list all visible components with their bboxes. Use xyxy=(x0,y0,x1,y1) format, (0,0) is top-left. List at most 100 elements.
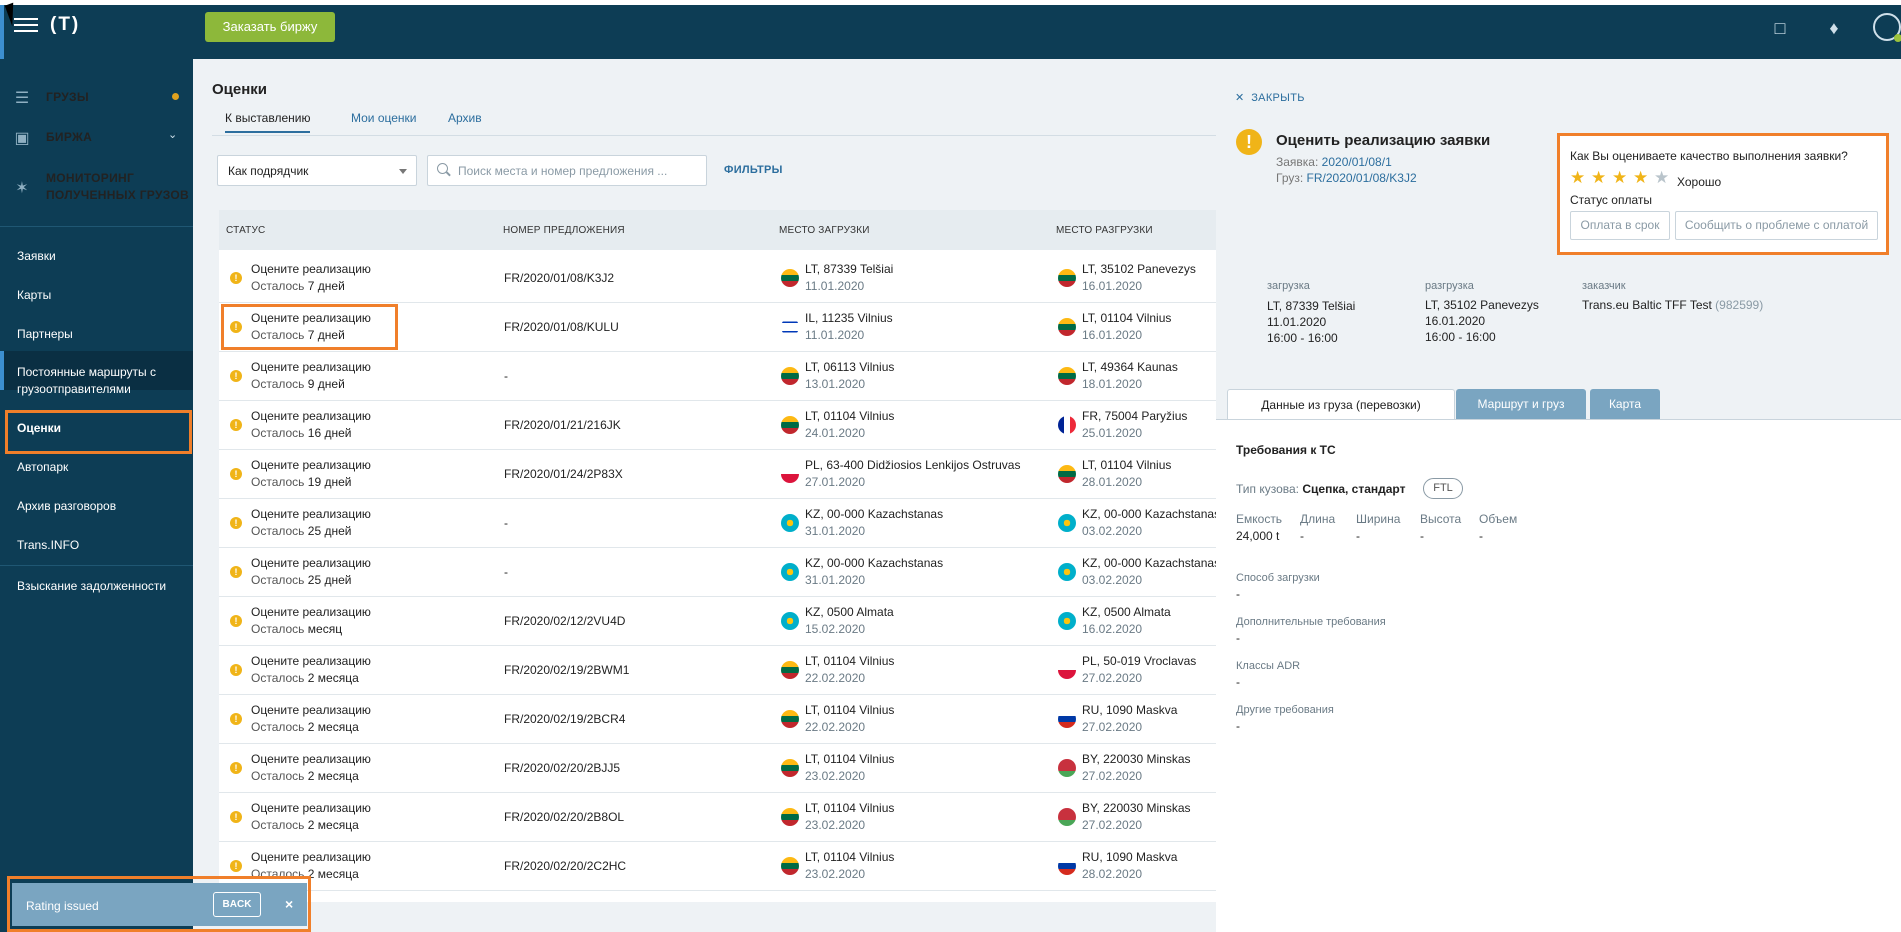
table-row[interactable]: ! Оцените реализацию Осталось 25 дней - KZ, … xyxy=(219,499,1220,548)
role-select[interactable]: Как подрядчик xyxy=(217,155,417,186)
table-header xyxy=(219,210,1216,250)
table-row[interactable]: ! Оцените реализацию Осталось 2 месяца FR/2… xyxy=(219,842,1216,891)
req-label: Дополнительные требования xyxy=(1236,616,1386,628)
table-row[interactable]: ! Оцените реализацию Осталось 2 месяца FR/2… xyxy=(219,793,1216,842)
order-link[interactable]: 2020/01/08/1 xyxy=(1321,155,1392,169)
warning-icon: ! xyxy=(230,713,242,725)
tab-my-ratings[interactable]: Мои оценки xyxy=(351,111,417,125)
sidebar-item-maps[interactable]: Карты xyxy=(17,288,52,302)
panel-title: Оценить реализацию заявки xyxy=(1276,132,1491,149)
load-date: 11.01.2020 xyxy=(805,328,865,342)
flag-icon xyxy=(1058,514,1076,532)
time-left-label: Осталось xyxy=(251,524,305,538)
dim-value: - xyxy=(1300,529,1304,543)
unload-place: FR, 75004 Paryžius xyxy=(1082,409,1188,423)
tab-archive[interactable]: Архив xyxy=(448,111,482,125)
search-input[interactable]: Поиск места и номер предложения ... xyxy=(427,155,707,186)
sidebar-item-transinfo[interactable]: Trans.INFO xyxy=(17,538,80,552)
load-date: 23.02.2020 xyxy=(805,818,866,832)
table-row[interactable]: ! Оцените реализацию Осталось 19 дней FR/20… xyxy=(219,450,1216,499)
star-icon[interactable]: ★ xyxy=(1612,168,1628,187)
ftl-badge: FTL xyxy=(1423,478,1463,499)
payment-status-label: Статус оплаты xyxy=(1570,193,1652,207)
hamburger-menu-icon[interactable] xyxy=(14,14,38,36)
clipboard-icon: ☰ xyxy=(14,90,30,107)
req-label: Способ загрузки xyxy=(1236,572,1320,584)
sidebar-item-monitoring[interactable]: ✶ МОНИТОРИНГ ПОЛУЧЕННЫХ ГРУЗОВ xyxy=(0,166,193,210)
unload-date: 28.02.2020 xyxy=(1082,867,1143,881)
unload-date: 16.01.2020 xyxy=(1425,314,1486,328)
unload-date: 16.02.2020 xyxy=(1082,622,1143,636)
flag-icon xyxy=(781,416,799,434)
flag-icon xyxy=(1058,857,1076,875)
sidebar-item-ratings[interactable]: Оценки xyxy=(17,421,62,435)
offer-number: FR/2020/02/20/2BJJ5 xyxy=(504,761,621,775)
report-payment-problem-button[interactable]: Сообщить о проблеме с оплатой xyxy=(1675,211,1878,240)
sidebar-item-fleet[interactable]: Автопарк xyxy=(17,460,69,474)
tab-to-issue[interactable]: К выставлению xyxy=(225,111,311,133)
time-left: Осталось 7 дней xyxy=(251,328,345,342)
time-left: Осталось 25 дней xyxy=(251,524,351,538)
filters-link[interactable]: ФИЛЬТРЫ xyxy=(724,164,783,176)
unload-date: 03.02.2020 xyxy=(1082,573,1143,587)
unload-place: LT, 35102 Panevezys xyxy=(1082,262,1196,276)
toast-back-button[interactable]: BACK xyxy=(213,892,261,917)
table-row[interactable]: ! Оцените реализацию Осталось месяц FR/2020… xyxy=(219,597,1216,646)
table-row[interactable]: ! Оцените реализацию Осталось 7 дней FR/202… xyxy=(219,254,1216,303)
sidebar-item-routes-line2[interactable]: грузоотправителями xyxy=(17,382,131,396)
column-header-status[interactable]: СТАТУС xyxy=(226,225,266,236)
column-header-unload[interactable]: МЕСТО РАЗГРУЗКИ xyxy=(1056,225,1153,236)
table-row[interactable]: ! Оцените реализацию Осталось 2 месяца FR/2… xyxy=(219,744,1216,793)
order-exchange-button[interactable]: Заказать биржу xyxy=(205,12,335,42)
time-left: Осталось 7 дней xyxy=(251,279,345,293)
table-row[interactable]: ! Оцените реализацию Осталось 2 месяца FR/2… xyxy=(219,646,1216,695)
star-icon[interactable]: ★ xyxy=(1633,168,1649,187)
bell-icon[interactable]: ♦ xyxy=(1829,18,1839,38)
close-icon[interactable]: × xyxy=(285,896,294,912)
customer-name: Trans.eu Baltic TFF Test xyxy=(1582,298,1712,312)
dim-label: Длина xyxy=(1300,512,1336,526)
sidebar-item-orders[interactable]: Заявки xyxy=(17,249,56,263)
table-row[interactable]: ! Оцените реализацию Осталось 16 дней FR/20… xyxy=(219,401,1216,450)
sidebar-item-exchange[interactable]: ▣ БИРЖА ⌄ xyxy=(0,118,193,158)
status-text: Оцените реализацию xyxy=(251,262,371,276)
warning-icon: ! xyxy=(230,615,242,627)
table-row[interactable]: ! Оцените реализацию Осталось 25 дней - KZ, … xyxy=(219,548,1220,597)
dim-label: Высота xyxy=(1420,512,1462,526)
highlight-box xyxy=(5,410,192,454)
tab-cargo-data[interactable]: Данные из груза (перевозки) xyxy=(1227,389,1455,419)
close-panel-link[interactable]: ✕ ЗАКРЫТЬ xyxy=(1235,92,1305,104)
sidebar-item-conversations[interactable]: Архив разговоров xyxy=(17,499,117,513)
cargo-link[interactable]: FR/2020/01/08/K3J2 xyxy=(1306,171,1417,185)
dim-value: 24,000 t xyxy=(1236,529,1280,543)
column-header-number[interactable]: НОМЕР ПРЕДЛОЖЕНИЯ xyxy=(503,225,625,236)
star-icon[interactable]: ★ xyxy=(1591,168,1607,187)
time-left: Осталось 2 месяца xyxy=(251,720,359,734)
user-avatar-icon[interactable] xyxy=(1873,13,1901,41)
satellite-icon: ✶ xyxy=(15,180,29,197)
tabs-divider xyxy=(1216,419,1901,420)
sidebar-item-cargo[interactable]: ☰ ГРУЗЫ xyxy=(0,78,193,118)
table-row[interactable]: ! Оцените реализацию Осталось 9 дней - LT, 0… xyxy=(219,352,1216,401)
tab-map[interactable]: Карта xyxy=(1590,389,1660,419)
customer-id: (982599) xyxy=(1715,298,1764,312)
order-label: Заявка: xyxy=(1276,155,1319,169)
load-place: PL, 63-400 Didžiosios Lenkijos Ostruvas xyxy=(805,458,1021,472)
star-icon[interactable]: ★ xyxy=(1570,168,1586,187)
sidebar-item-label: МОНИТОРИНГ xyxy=(46,171,135,185)
toast-notification xyxy=(12,883,307,926)
tab-route-cargo[interactable]: Маршрут и груз xyxy=(1456,389,1586,419)
flag-icon xyxy=(781,808,799,826)
pay-on-time-button[interactable]: Оплата в срок xyxy=(1570,211,1670,240)
time-left-value: 7 дней xyxy=(307,279,345,293)
table-row[interactable]: ! Оцените реализацию Осталось 7 дней FR/202… xyxy=(219,303,1216,352)
table-row[interactable]: ! Оцените реализацию Осталось 2 месяца FR/2… xyxy=(219,695,1216,744)
unload-place: LT, 49364 Kaunas xyxy=(1082,360,1178,374)
star-icon[interactable]: ★ xyxy=(1654,168,1670,187)
sidebar-item-routes[interactable]: Постоянные маршруты с xyxy=(17,365,156,379)
chat-icon[interactable]: □ xyxy=(1774,18,1786,38)
sidebar-item-debt[interactable]: Взыскание задолженности xyxy=(17,579,167,593)
app-logo[interactable]: (T) xyxy=(50,14,81,35)
sidebar-item-partners[interactable]: Партнеры xyxy=(17,327,73,341)
column-header-load[interactable]: МЕСТО ЗАГРУЗКИ xyxy=(779,225,870,236)
